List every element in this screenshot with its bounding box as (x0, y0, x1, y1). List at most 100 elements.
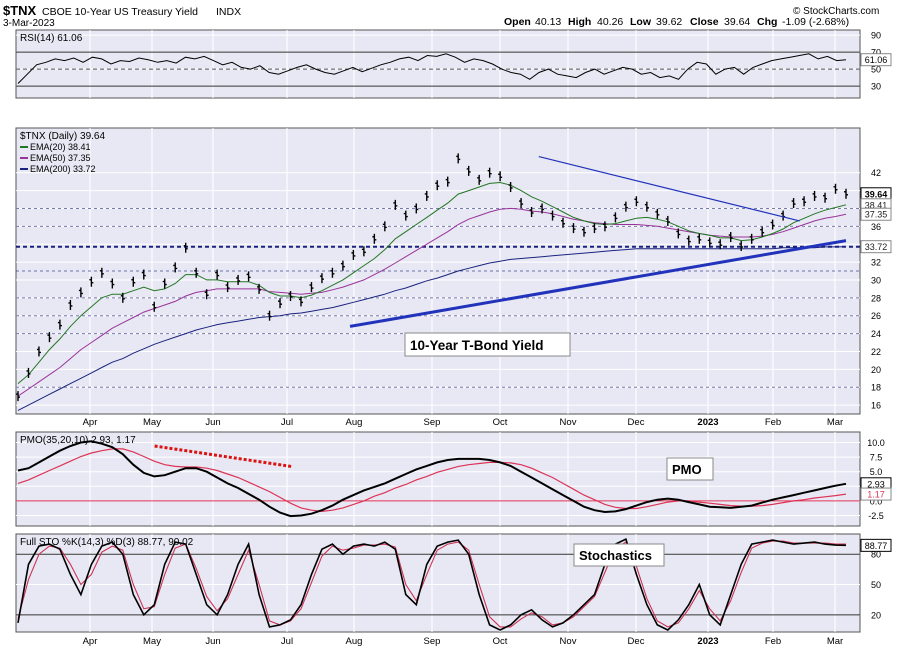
x-month-label: Mar (827, 636, 843, 647)
pmo-background (15, 431, 861, 527)
stochastics-ytick-label: 50 (871, 580, 881, 590)
stochastics-ytick-label: 80 (871, 550, 881, 560)
chart-symbol: $TNX (3, 3, 37, 18)
pmo-title: PMO(35,20,10) 2.93, 1.17 (20, 435, 136, 446)
rsi-ytick-label: 90 (871, 31, 881, 41)
legend-ema50: EMA(50) 37.35 (30, 153, 91, 163)
watermark: © StockCharts.com (793, 6, 879, 17)
price-value-box (860, 207, 892, 221)
main-annotation-box (404, 332, 571, 357)
price-title: $TNX (Daily) 39.64 (20, 131, 105, 142)
rsi-value-box (860, 53, 892, 67)
open-label: Open (504, 16, 531, 28)
price-ytick-label: 22 (871, 347, 881, 357)
x-month-label: Feb (765, 636, 781, 647)
price-value-label: 33.72 (865, 242, 888, 252)
stochastics-ytick-label: 20 (871, 610, 881, 620)
pmo-ytick-label: -2.5 (868, 511, 884, 521)
price-ytick-label: 32 (871, 258, 881, 268)
ema20-line (17, 181, 847, 384)
pmo-ytick-label: 10.0 (867, 438, 885, 448)
price-ytick-label: 28 (871, 293, 881, 303)
x-axis-labels: Apr May Jun Jul Aug Sep Oct Nov Dec 2023 Feb Mar Apr… (83, 417, 844, 647)
x-month-label: Jul (281, 417, 293, 428)
x-month-label: Jul (281, 636, 293, 647)
open-value: 40.13 (535, 16, 561, 28)
pmo-divergence-line (154, 444, 292, 468)
stoch-d-line (17, 540, 846, 628)
pmo-value-label: 2.93 (867, 479, 885, 489)
stoch-annotation: Stochastics (579, 548, 652, 563)
price-ytick-label: 24 (871, 329, 881, 339)
pmo-annotation-box (666, 457, 714, 481)
close-label: Close (690, 16, 719, 28)
price-ytick-label: 16 (871, 401, 881, 411)
x-month-label: 2023 (697, 636, 718, 647)
legend-ema200: EMA(200) 33.72 (30, 164, 96, 174)
x-month-label: 2023 (697, 417, 718, 428)
ema200-line (17, 246, 847, 411)
stochastics-background (15, 533, 861, 633)
low-label: Low (630, 16, 652, 28)
chart-date: 3-Mar-2023 (3, 18, 55, 29)
rsi-line (17, 53, 847, 84)
price-ytick-label: 30 (871, 275, 881, 285)
price-ytick-label: 26 (871, 311, 881, 321)
x-month-label: Mar (827, 417, 843, 428)
pmo-annotation: PMO (672, 462, 702, 477)
pmo-signal-line (17, 448, 847, 513)
x-month-label: Apr (83, 636, 98, 647)
stoch-value-box (860, 538, 892, 552)
pmo-value-box (860, 487, 892, 501)
x-month-label: Feb (765, 417, 781, 428)
price-ytick-label: 36 (871, 222, 881, 232)
panels: 30 50 70 90 RSI(14) 61.06 61.06 16 18 20 22 24 26 28… (15, 29, 892, 633)
x-month-label: Nov (560, 636, 577, 647)
stoch-value-label: 88.77 (865, 541, 888, 551)
price-panel: 1618202224262830323436384042$TNX (Daily)… (15, 127, 892, 415)
price-value-label: 37.35 (865, 210, 888, 220)
x-month-label: Apr (83, 417, 98, 428)
stoch-k-line (17, 537, 847, 631)
high-value: 40.26 (597, 16, 623, 28)
x-month-label: Dec (628, 636, 645, 647)
x-month-label: Dec (628, 417, 645, 428)
x-month-label: Aug (346, 636, 363, 647)
pmo-ytick-label: 0.0 (870, 496, 883, 506)
x-month-label: Oct (493, 417, 508, 428)
chart-exchange: INDX (216, 6, 241, 18)
stochastics-panel: 20 50 80 Full STO %K(14,3) %D(3) 88.77, 90.… (15, 533, 892, 633)
price-trendline (538, 156, 800, 222)
price-value-label: 39.64 (865, 189, 888, 199)
x-month-label: Nov (560, 417, 577, 428)
stochastics-title: Full STO %K(14,3) %D(3) 88.77, 90.02 (20, 537, 194, 548)
rsi-ytick-label: 50 (871, 65, 881, 75)
x-month-label: May (143, 417, 161, 428)
x-month-label: Oct (493, 636, 508, 647)
pmo-value-label: 1.17 (867, 490, 885, 500)
x-month-label: Sep (424, 417, 441, 428)
chart-symbol-name: CBOE 10-Year US Treasury Yield (42, 6, 198, 18)
chg-value: -1.09 (-2.68%) (782, 16, 849, 28)
rsi-ytick-label: 30 (871, 82, 881, 92)
x-month-label: Jun (205, 417, 220, 428)
chg-label: Chg (757, 16, 777, 28)
x-month-label: May (143, 636, 161, 647)
price-trendline (349, 239, 847, 328)
rsi-ytick-label: 70 (871, 48, 881, 58)
rsi-title: RSI(14) 61.06 (20, 33, 83, 44)
price-ytick-label: 20 (871, 365, 881, 375)
rsi-background (15, 29, 861, 99)
legend-ema20: EMA(20) 38.41 (30, 142, 91, 152)
low-value: 39.62 (656, 16, 682, 28)
price-value-box (860, 240, 892, 254)
x-month-label: Aug (346, 417, 363, 428)
close-value: 39.64 (724, 16, 750, 28)
rsi-panel: 30 50 70 90 RSI(14) 61.06 61.06 (15, 29, 892, 99)
pmo-ytick-label: 5.0 (870, 467, 883, 477)
main-annotation: 10-Year T-Bond Yield (410, 338, 544, 353)
price-ytick-label: 18 (871, 383, 881, 393)
price-value-label: 38.41 (865, 200, 888, 210)
